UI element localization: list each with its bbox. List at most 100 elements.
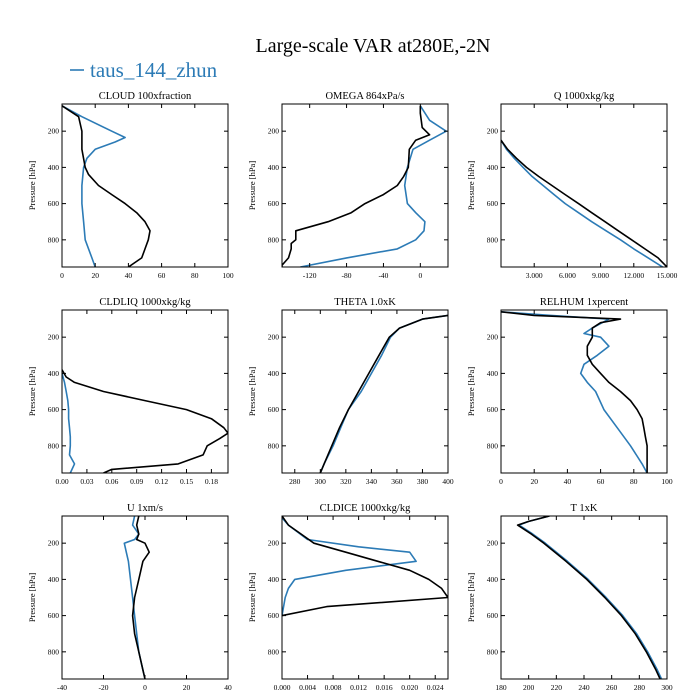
- panel-7: U 1xm/s Pressure [hPa] -40 -20 0 20 40 200 400 60…: [27, 503, 232, 692]
- plot-frame: [500, 103, 668, 268]
- y-tick-label: 800: [268, 441, 280, 450]
- x-tick-label: 280: [289, 477, 301, 486]
- x-tick-label: 0: [143, 683, 147, 692]
- x-tick-label: 0.18: [205, 477, 218, 486]
- x-tick-label: -40: [378, 271, 388, 280]
- x-tick-label: 280: [634, 683, 646, 692]
- x-tick-label: 20: [91, 271, 99, 280]
- x-tick-label: 340: [366, 477, 378, 486]
- y-tick-label: 600: [268, 405, 280, 414]
- y-tick-label: 800: [487, 647, 499, 656]
- panel-title: THETA 1.0xK: [334, 297, 396, 308]
- y-axis-label: Pressure [hPa]: [27, 161, 37, 211]
- y-tick-label: 200: [268, 127, 280, 136]
- y-tick-label: 600: [48, 199, 60, 208]
- x-tick-label: 0.024: [427, 683, 444, 692]
- series-line-2: [319, 314, 448, 473]
- panel-title: CLDICE 1000xkg/kg: [320, 503, 411, 514]
- x-tick-label: 0.000: [274, 683, 291, 692]
- y-tick-label: 200: [487, 539, 499, 548]
- panel-title: RELHUM 1xpercent: [540, 297, 628, 308]
- panel-4: CLDLIQ 1000xkg/kg Pressure [hPa] 0.00 0.03 0…: [27, 297, 229, 486]
- x-tick-label: 0.15: [180, 477, 193, 486]
- y-axis-label: Pressure [hPa]: [466, 573, 476, 623]
- y-tick-label: 400: [48, 575, 60, 584]
- y-axis-label: Pressure [hPa]: [466, 367, 476, 417]
- series-line-2: [62, 369, 228, 473]
- series-line-2: [131, 516, 150, 679]
- x-tick-label: 360: [391, 477, 403, 486]
- series-line-2: [62, 105, 151, 267]
- x-tick-label: 180: [495, 683, 507, 692]
- y-tick-label: 200: [487, 333, 499, 342]
- plot-frame: [500, 309, 668, 474]
- y-axis-label: Pressure [hPa]: [247, 367, 257, 417]
- y-tick-label: 600: [48, 611, 60, 620]
- x-tick-label: 0.00: [55, 477, 68, 486]
- y-tick-label: 600: [487, 199, 499, 208]
- x-tick-label: 320: [340, 477, 352, 486]
- x-tick-label: 0.008: [325, 683, 342, 692]
- x-tick-label: -80: [342, 271, 352, 280]
- x-tick-label: 60: [597, 477, 605, 486]
- series-line-1: [62, 373, 76, 473]
- y-tick-label: 600: [487, 611, 499, 620]
- x-tick-label: 60: [158, 271, 166, 280]
- x-tick-label: 0.06: [105, 477, 118, 486]
- y-tick-label: 200: [268, 333, 280, 342]
- x-tick-label: 0.020: [401, 683, 418, 692]
- x-tick-label: 400: [442, 477, 454, 486]
- legend-label: taus_144_zhun: [90, 58, 218, 82]
- panel-8: CLDICE 1000xkg/kg Pressure [hPa] 0.000 0.00…: [247, 503, 449, 692]
- panel-2: OMEGA 864xPa/s Pressure [hPa] -120 -80 -40 0 2…: [247, 91, 449, 280]
- panel-9: T 1xK Pressure [hPa] 180 200 220 240 260 280 300…: [466, 503, 673, 692]
- y-axis-label: Pressure [hPa]: [247, 161, 257, 211]
- x-tick-label: 20: [530, 477, 538, 486]
- y-tick-label: 800: [48, 441, 60, 450]
- x-tick-label: 20: [183, 683, 191, 692]
- x-tick-label: 80: [630, 477, 638, 486]
- x-tick-label: 0.012: [350, 683, 367, 692]
- panel-title: T 1xK: [571, 503, 598, 514]
- plot-frame: [281, 515, 449, 680]
- y-axis-label: Pressure [hPa]: [247, 573, 257, 623]
- plot-frame: [500, 515, 668, 680]
- x-tick-label: 3.000: [526, 271, 543, 280]
- y-tick-label: 200: [268, 539, 280, 548]
- panel-6: RELHUM 1xpercent Pressure [hPa] 0 20 40 60 80 1…: [466, 297, 673, 486]
- x-tick-label: 0.12: [155, 477, 168, 486]
- x-tick-label: 380: [417, 477, 429, 486]
- x-tick-label: 0: [60, 271, 64, 280]
- x-tick-label: 0: [418, 271, 422, 280]
- x-tick-label: 80: [191, 271, 199, 280]
- y-tick-label: 800: [487, 235, 499, 244]
- y-tick-label: 400: [487, 575, 499, 584]
- panel-title: Q 1000xkg/kg: [554, 91, 615, 102]
- x-tick-label: 220: [551, 683, 563, 692]
- x-tick-label: -40: [57, 683, 67, 692]
- panel-title: CLDLIQ 1000xkg/kg: [99, 297, 191, 308]
- panels: CLOUD 100xfraction Pressure [hPa] 0 20 40 60 8…: [27, 91, 678, 692]
- y-axis-label: Pressure [hPa]: [27, 573, 37, 623]
- y-tick-label: 800: [268, 647, 280, 656]
- y-tick-label: 400: [48, 369, 60, 378]
- x-tick-label: 240: [578, 683, 590, 692]
- y-tick-label: 800: [48, 235, 60, 244]
- y-tick-label: 200: [48, 333, 60, 342]
- x-tick-label: 15.000: [657, 271, 678, 280]
- x-tick-label: 40: [125, 271, 133, 280]
- figure-title: Large-scale VAR at280E,-2N: [256, 35, 491, 57]
- series-line-1: [501, 311, 648, 473]
- series-line-1: [319, 314, 448, 473]
- y-tick-label: 600: [48, 405, 60, 414]
- x-tick-label: 40: [224, 683, 232, 692]
- x-tick-label: 0.09: [130, 477, 143, 486]
- panel-1: CLOUD 100xfraction Pressure [hPa] 0 20 40 60 8…: [27, 91, 234, 280]
- x-tick-label: 6.000: [559, 271, 576, 280]
- y-tick-label: 200: [48, 539, 60, 548]
- series-line-2: [516, 516, 661, 679]
- y-tick-label: 600: [268, 611, 280, 620]
- panel-3: Q 1000xkg/kg Pressure [hPa] 3.000 6.000 9.00…: [466, 91, 678, 280]
- y-tick-label: 400: [268, 163, 280, 172]
- x-tick-label: 12.000: [623, 271, 644, 280]
